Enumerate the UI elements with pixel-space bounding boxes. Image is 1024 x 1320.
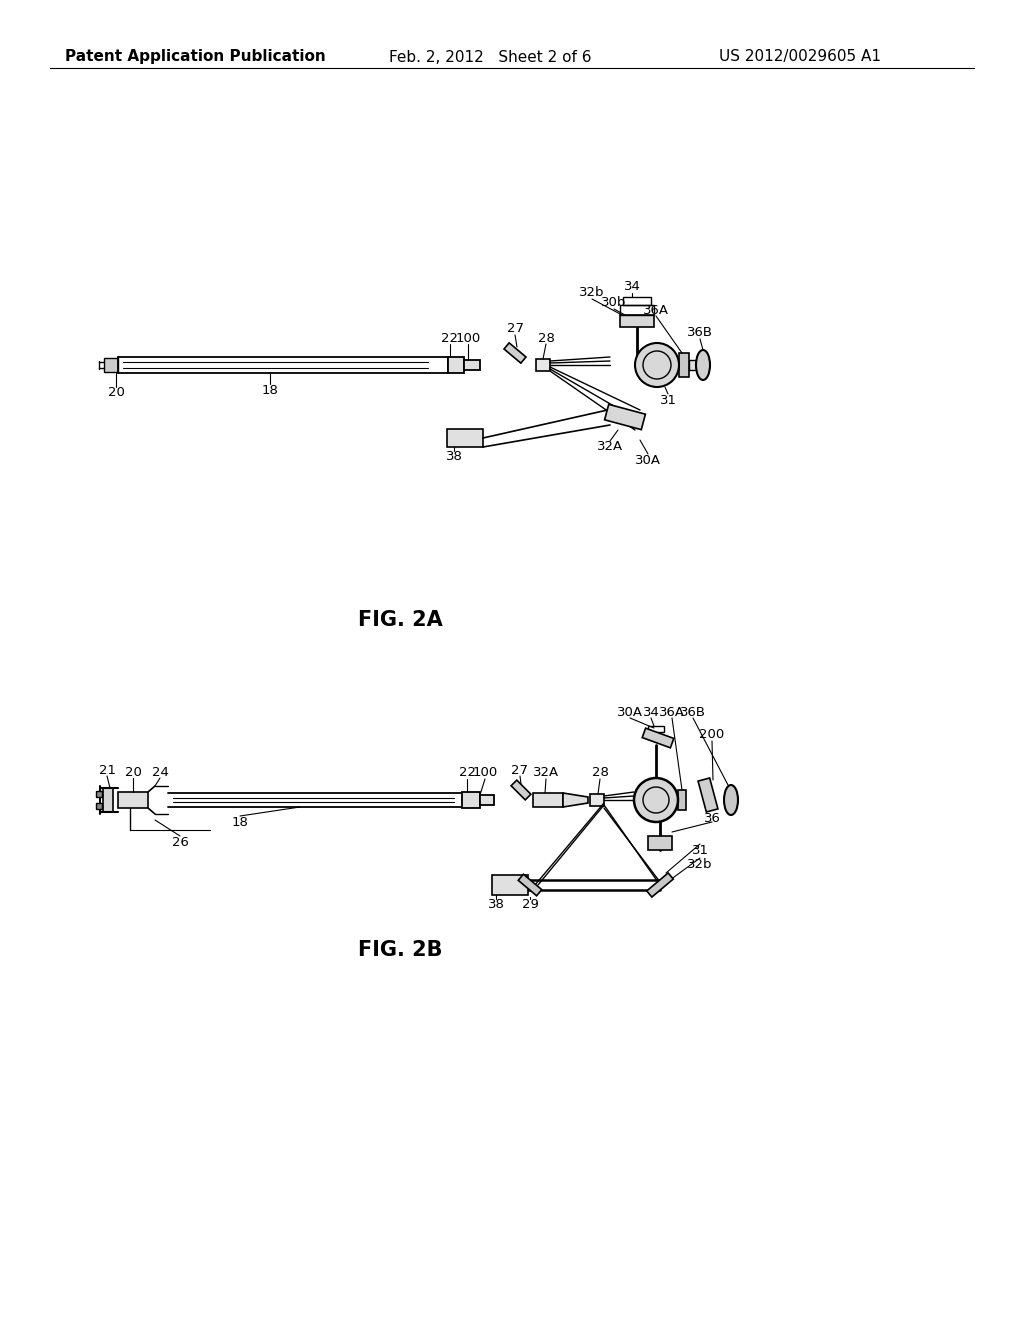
- Bar: [620, 305, 654, 315]
- Text: 28: 28: [538, 331, 554, 345]
- Bar: [623, 297, 651, 305]
- Text: 26: 26: [172, 836, 188, 849]
- Bar: [103, 788, 113, 812]
- Polygon shape: [563, 793, 588, 807]
- Polygon shape: [604, 404, 645, 429]
- Text: 32b: 32b: [580, 286, 605, 300]
- Text: 20: 20: [108, 387, 125, 400]
- Ellipse shape: [724, 785, 738, 814]
- Bar: [689, 360, 697, 370]
- Ellipse shape: [696, 350, 710, 380]
- Text: 27: 27: [507, 322, 523, 335]
- Text: 29: 29: [521, 899, 539, 912]
- Text: FIG. 2B: FIG. 2B: [357, 940, 442, 960]
- Text: 30b: 30b: [601, 297, 627, 309]
- Text: 36A: 36A: [643, 304, 669, 317]
- Circle shape: [634, 777, 678, 822]
- Text: 24: 24: [152, 766, 168, 779]
- Polygon shape: [642, 729, 674, 748]
- Text: 36: 36: [703, 812, 721, 825]
- Text: 28: 28: [592, 767, 608, 780]
- Text: 32A: 32A: [597, 441, 623, 454]
- Text: 27: 27: [512, 763, 528, 776]
- Text: 30A: 30A: [635, 454, 662, 466]
- Bar: [449, 356, 464, 374]
- Text: 30A: 30A: [617, 705, 643, 718]
- Polygon shape: [698, 777, 718, 812]
- Text: 20: 20: [125, 766, 141, 779]
- Text: US 2012/0029605 A1: US 2012/0029605 A1: [719, 49, 881, 65]
- Polygon shape: [504, 343, 526, 363]
- Circle shape: [635, 343, 679, 387]
- Text: 32A: 32A: [532, 767, 559, 780]
- Bar: [534, 793, 563, 807]
- Text: 38: 38: [487, 899, 505, 912]
- Bar: [590, 795, 604, 807]
- Text: 34: 34: [643, 705, 659, 718]
- Text: 100: 100: [456, 331, 480, 345]
- Text: Patent Application Publication: Patent Application Publication: [65, 49, 326, 65]
- Polygon shape: [518, 874, 542, 896]
- Bar: [480, 795, 494, 805]
- Text: 36B: 36B: [687, 326, 713, 339]
- Text: 18: 18: [231, 816, 249, 829]
- Text: 31: 31: [691, 843, 709, 857]
- Bar: [679, 352, 689, 378]
- Bar: [462, 795, 472, 807]
- Text: 18: 18: [261, 384, 279, 396]
- Text: 38: 38: [445, 450, 463, 463]
- Polygon shape: [647, 873, 674, 898]
- Text: 21: 21: [98, 763, 116, 776]
- Text: 100: 100: [472, 767, 498, 780]
- Text: Feb. 2, 2012   Sheet 2 of 6: Feb. 2, 2012 Sheet 2 of 6: [389, 49, 591, 65]
- Bar: [620, 315, 654, 327]
- Text: FIG. 2A: FIG. 2A: [357, 610, 442, 630]
- Bar: [678, 789, 686, 810]
- Text: 36A: 36A: [659, 705, 685, 718]
- Bar: [464, 360, 480, 370]
- Text: 32b: 32b: [687, 858, 713, 870]
- Bar: [648, 836, 672, 850]
- Text: 36B: 36B: [680, 705, 706, 718]
- Bar: [104, 358, 118, 372]
- Bar: [447, 429, 483, 447]
- Bar: [492, 875, 528, 895]
- Text: 31: 31: [659, 393, 677, 407]
- Polygon shape: [511, 780, 530, 800]
- Bar: [118, 792, 148, 808]
- Bar: [462, 792, 480, 808]
- Bar: [648, 726, 664, 733]
- Text: 34: 34: [624, 281, 640, 293]
- Bar: [536, 359, 550, 371]
- Text: 200: 200: [699, 729, 725, 742]
- Text: 22: 22: [441, 331, 459, 345]
- Text: 22: 22: [459, 767, 475, 780]
